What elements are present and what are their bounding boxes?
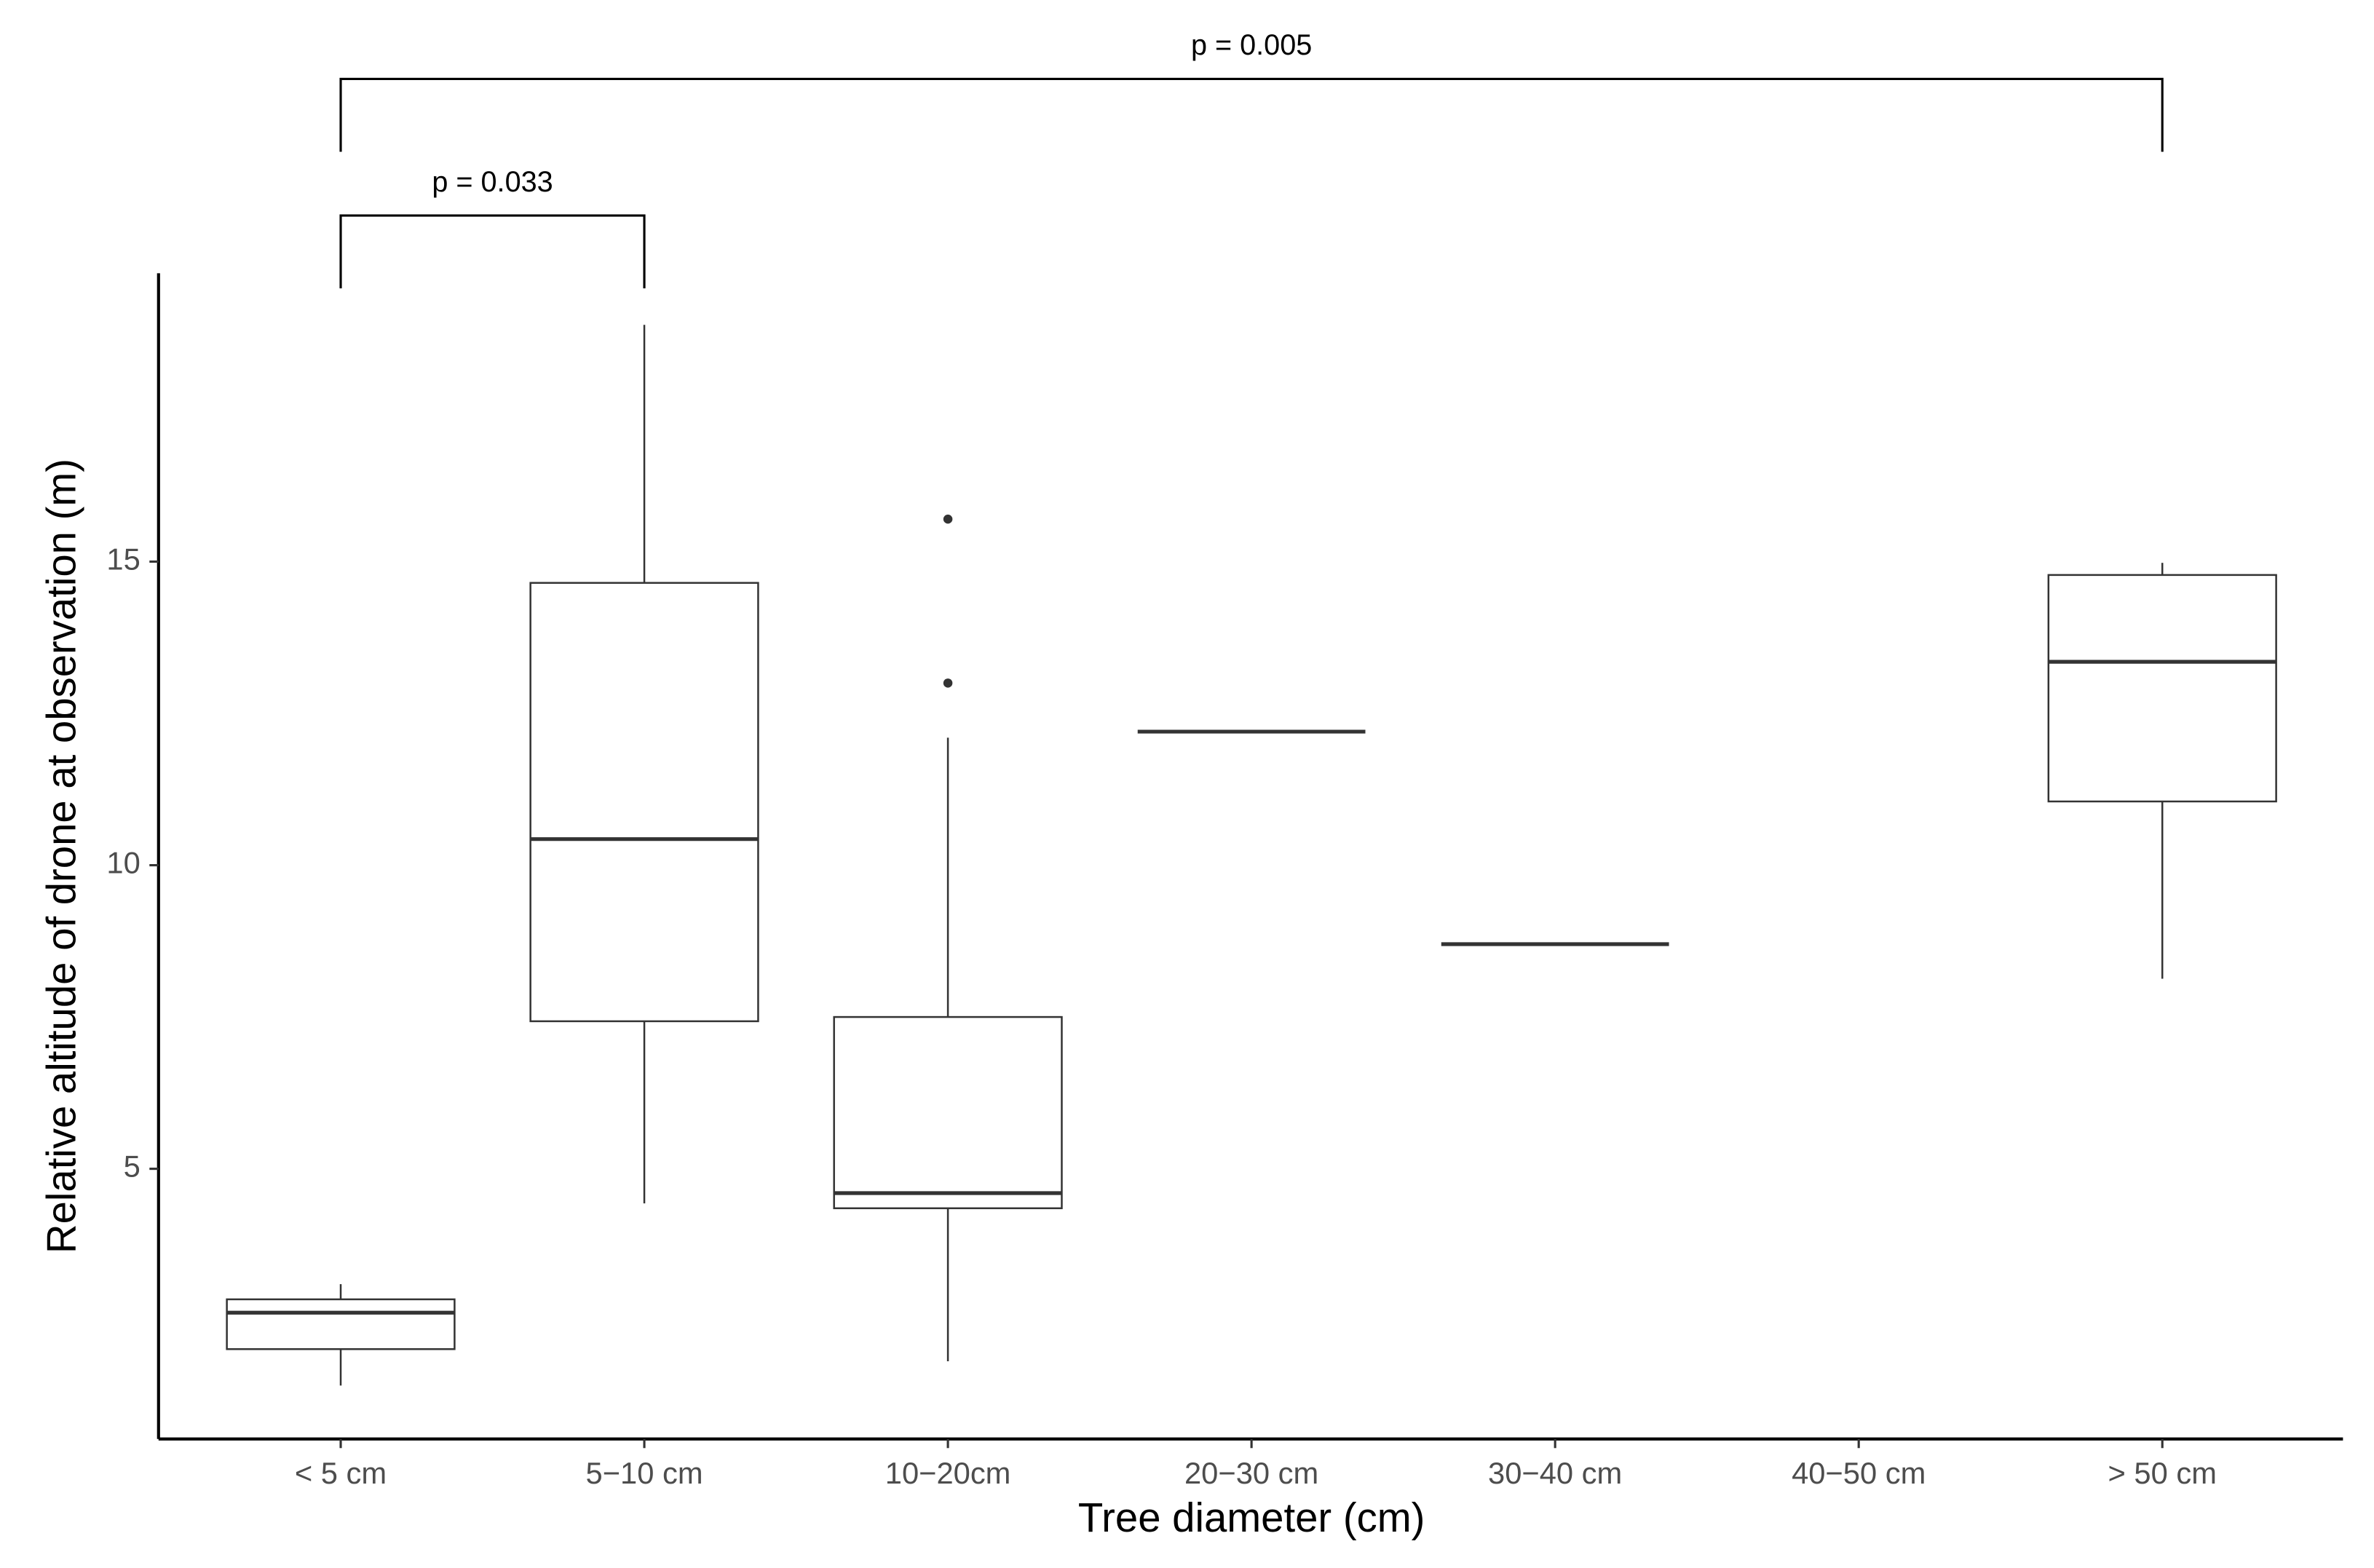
y-tick-label: 10: [106, 846, 140, 880]
box: [2047, 574, 2277, 803]
x-tick-label: 5−10 cm: [586, 1456, 703, 1490]
x-tick-label: 40−50 cm: [1792, 1456, 1926, 1490]
y-tick-label: 15: [106, 542, 140, 577]
significance-label: p = 0.005: [1191, 29, 1312, 61]
significance-label: p = 0.033: [432, 166, 553, 198]
x-tick-label: > 50 cm: [2108, 1456, 2217, 1490]
box: [226, 1298, 456, 1350]
y-tick-label: 5: [124, 1149, 141, 1184]
box: [833, 1015, 1063, 1210]
outlier: [943, 678, 953, 688]
x-tick-label: < 5 cm: [295, 1456, 387, 1490]
x-tick-label: 30−40 cm: [1488, 1456, 1622, 1490]
x-axis-title: Tree diameter (cm): [1078, 1494, 1425, 1540]
significance-bracket: [339, 77, 2164, 152]
x-tick-label: 20−30 cm: [1184, 1456, 1318, 1490]
x-tick-label: 10−20cm: [885, 1456, 1011, 1490]
significance-bracket: [339, 214, 646, 289]
box: [529, 582, 759, 1023]
outlier: [943, 514, 953, 524]
y-axis-title: Relative altitude of drone at observatio…: [38, 459, 84, 1254]
